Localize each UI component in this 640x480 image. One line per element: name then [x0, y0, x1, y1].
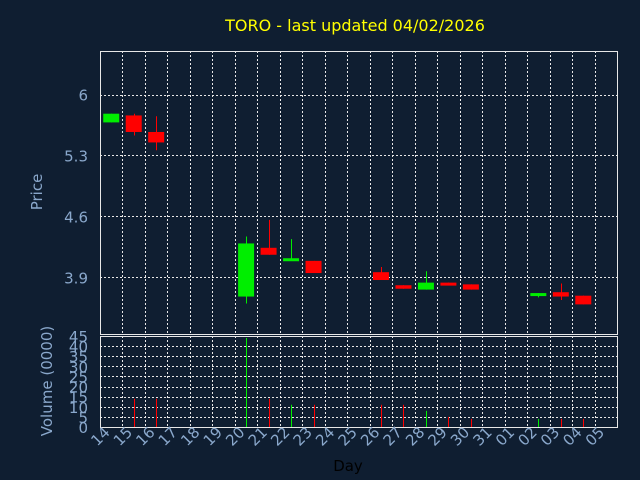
candle-body	[372, 272, 389, 281]
price-grid	[100, 51, 617, 334]
candle-body	[103, 113, 120, 123]
price-tick-label: 5.3	[64, 147, 88, 165]
volume-tick-label: 40	[69, 338, 88, 356]
volume-frame	[100, 336, 618, 428]
volume-bars	[134, 338, 584, 427]
candle-body	[238, 243, 255, 297]
candle-body	[148, 131, 165, 143]
volume-panel	[100, 336, 618, 428]
y-axis-label: Price	[28, 174, 46, 211]
chart-title: TORO - last updated 04/02/2026	[224, 16, 485, 35]
candle-body	[440, 282, 457, 286]
volume-tick-label: 0	[78, 419, 88, 437]
candle-body	[125, 115, 142, 132]
candles	[103, 113, 592, 305]
price-frame	[100, 51, 618, 335]
candle-body	[575, 295, 592, 305]
volume-tick-label: 20	[69, 379, 88, 397]
volume-tick-label: 35	[69, 348, 88, 366]
candle-body	[283, 258, 300, 262]
price-tick-label: 4.6	[64, 208, 88, 226]
x-axis-label: Day	[333, 457, 363, 475]
day-axis-ticks: 1415161718192021222324252627282930310102…	[87, 423, 608, 449]
price-axis-ticks: 3.9 4.6 5.3 6	[64, 87, 88, 288]
candle-body	[530, 293, 547, 297]
volume-tick-label: 15	[69, 389, 88, 407]
price-tick-label: 6	[78, 87, 88, 105]
candle-body	[462, 284, 479, 290]
price-tick-label: 3.9	[64, 269, 88, 287]
volume-tick-label: 5	[78, 409, 88, 427]
volume-tick-label: 30	[69, 358, 88, 376]
volume-tick-label: 10	[69, 399, 88, 417]
volume-axis-label: Volume (0000)	[38, 326, 56, 436]
candle-body	[260, 247, 277, 255]
volume-tick-label: 25	[69, 368, 88, 386]
candle-body	[395, 285, 412, 289]
volume-grid	[100, 336, 617, 428]
volume-tick-label: 45	[69, 328, 88, 346]
candle-body	[305, 260, 322, 274]
price-panel	[100, 51, 618, 335]
candle-body	[552, 292, 569, 297]
candle-body	[417, 282, 434, 290]
